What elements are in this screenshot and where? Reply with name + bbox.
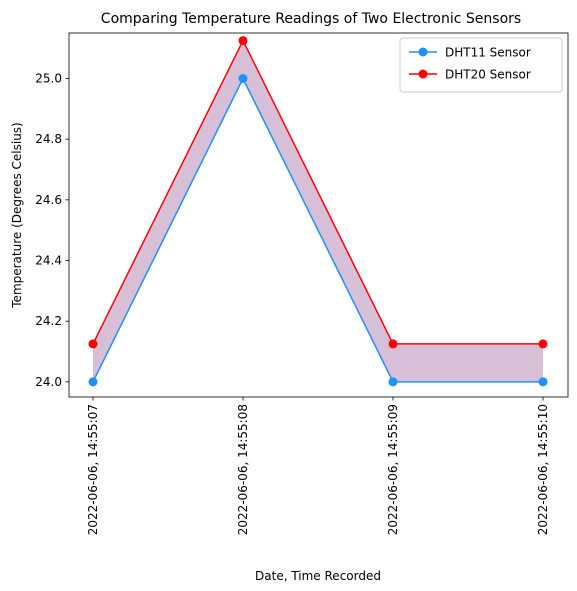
y-tick: 24.6 <box>35 193 69 207</box>
x-axis-ticks: 2022-06-06, 14:55:07 2022-06-06, 14:55:08… <box>86 397 550 535</box>
y-tick: 24.2 <box>35 314 69 328</box>
x-tick-label: 2022-06-06, 14:55:07 <box>86 404 100 535</box>
x-axis-label: Date, Time Recorded <box>255 569 381 583</box>
x-tick-label: 2022-06-06, 14:55:08 <box>236 404 250 535</box>
series-2 <box>88 36 548 349</box>
legend-label: DHT11 Sensor <box>445 46 531 60</box>
series-1 <box>88 74 548 387</box>
y-tick-label: 24.2 <box>35 314 62 328</box>
series-line <box>92 38 543 345</box>
legend-marker <box>418 69 428 79</box>
y-axis-ticks: 24.0 24.2 24.4 24.6 24.8 25.0 <box>35 72 69 389</box>
fill-between-area <box>93 40 543 382</box>
y-tick-label: 24.6 <box>35 193 62 207</box>
legend: DHT11 Sensor DHT20 Sensor <box>399 37 563 93</box>
legend-box <box>399 37 563 93</box>
data-point <box>388 377 398 387</box>
legend-marker <box>418 47 428 57</box>
data-point <box>538 339 548 349</box>
data-point <box>388 339 398 349</box>
legend-item: DHT11 Sensor <box>409 46 531 60</box>
x-tick-label: 2022-06-06, 14:55:10 <box>536 404 550 535</box>
chart-title: Comparing Temperature Readings of Two El… <box>101 11 521 27</box>
data-point <box>538 377 548 387</box>
y-tick-label: 25.0 <box>35 72 62 86</box>
fill-between-polygon <box>93 40 543 382</box>
x-tick: 2022-06-06, 14:55:08 <box>236 397 250 535</box>
series-lines <box>88 36 548 387</box>
x-tick: 2022-06-06, 14:55:10 <box>536 397 550 535</box>
data-point <box>88 339 98 349</box>
y-axis-label: Temperature (Degrees Celsius) <box>10 122 24 308</box>
legend-item: DHT20 Sensor <box>409 68 531 82</box>
x-tick: 2022-06-06, 14:55:07 <box>86 397 100 535</box>
x-tick: 2022-06-06, 14:55:09 <box>386 397 400 535</box>
y-tick-label: 24.8 <box>35 132 62 146</box>
y-tick: 24.0 <box>35 375 69 389</box>
data-point <box>238 74 248 83</box>
x-tick-label: 2022-06-06, 14:55:09 <box>386 404 400 535</box>
y-tick: 24.4 <box>35 254 69 268</box>
data-point <box>88 377 98 387</box>
legend-label: DHT20 Sensor <box>445 68 531 82</box>
y-tick: 24.8 <box>35 132 69 146</box>
plot-frame <box>68 32 569 398</box>
series-line <box>92 76 543 383</box>
data-point <box>238 36 248 46</box>
y-tick: 25.0 <box>35 72 69 86</box>
y-tick-label: 24.4 <box>35 254 62 268</box>
y-tick-label: 24.0 <box>35 375 62 389</box>
